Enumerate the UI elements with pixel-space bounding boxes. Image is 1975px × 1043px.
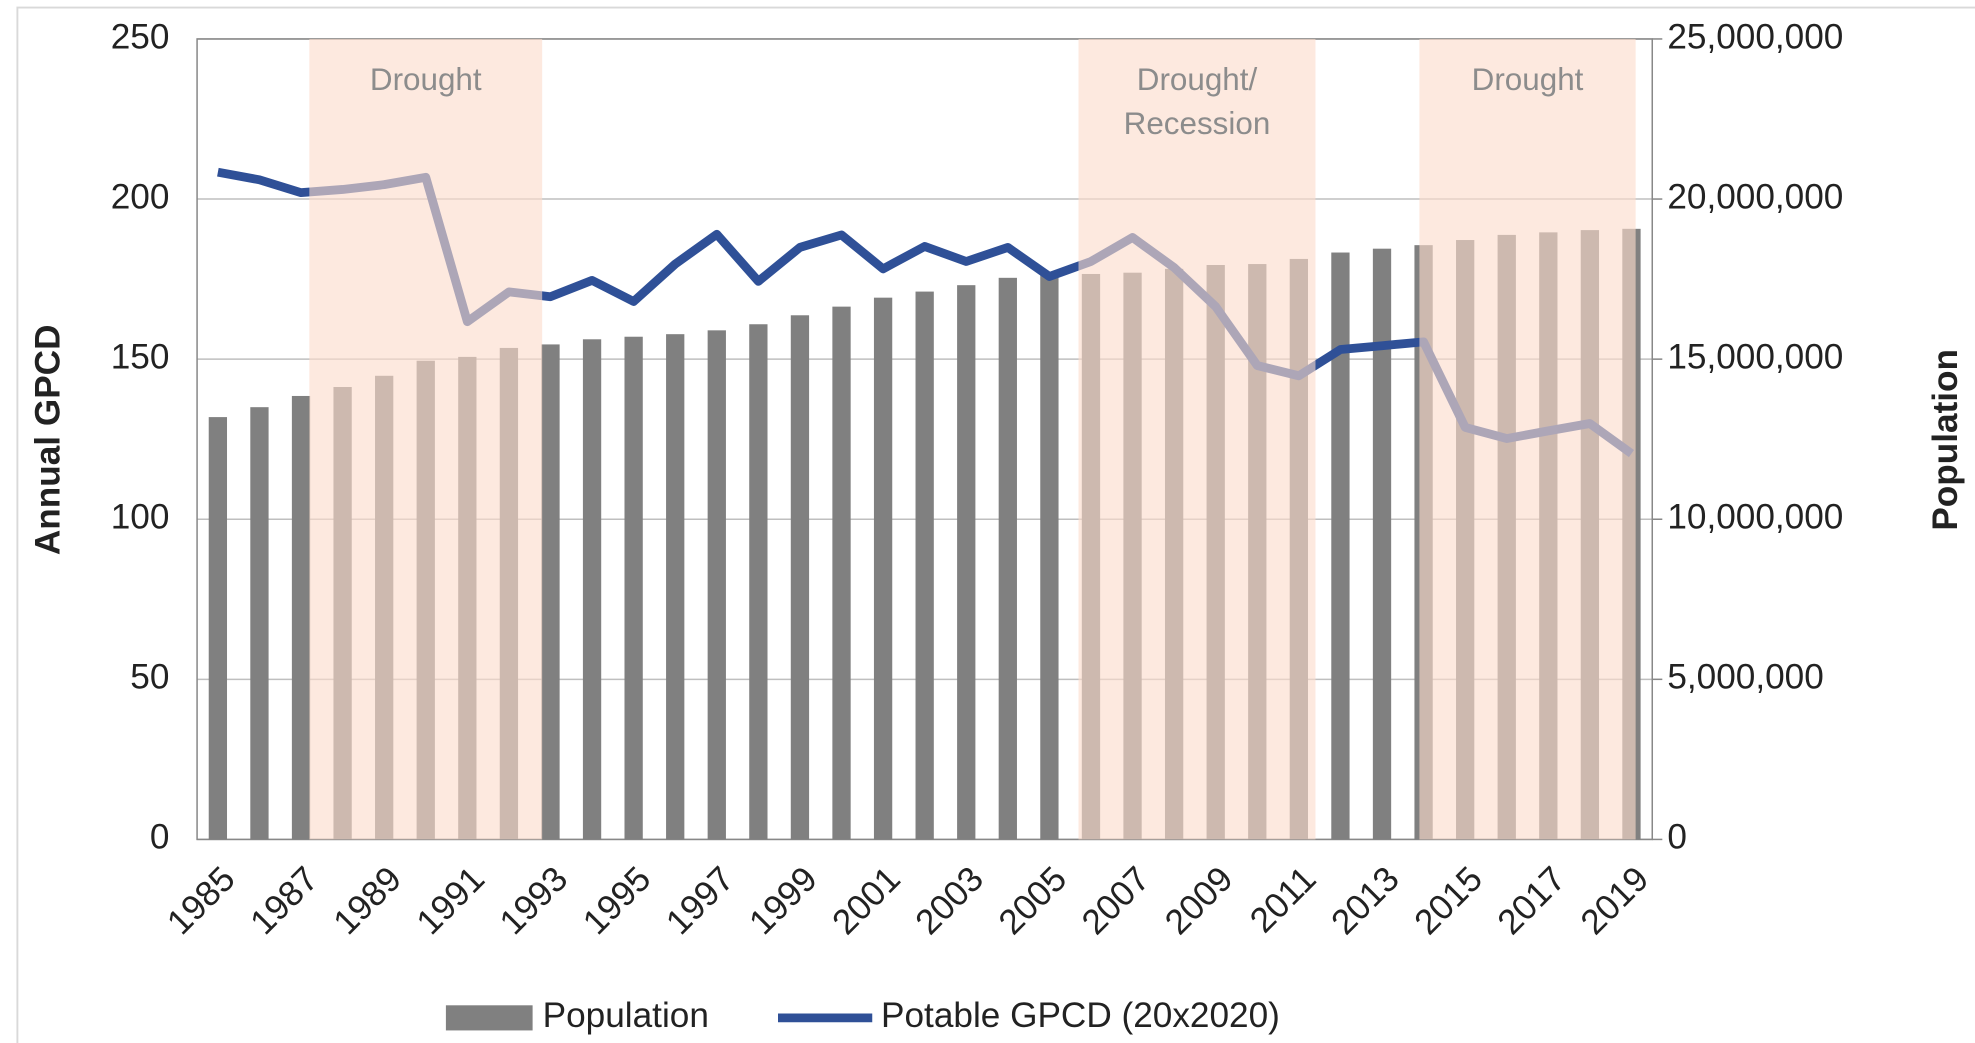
y-tick-label: 50: [130, 658, 169, 697]
shaded-period: [309, 38, 543, 840]
bar: [666, 334, 685, 840]
legend-swatch: [445, 1005, 533, 1031]
bar: [291, 395, 311, 840]
y2-tick-label: 25,000,000: [1667, 17, 1843, 56]
bar: [541, 344, 560, 840]
x-tick-label: 2001: [825, 859, 908, 942]
x-tick-label: 1999: [742, 859, 825, 942]
bar: [208, 417, 228, 840]
y-tick-label: 150: [111, 337, 170, 376]
x-tick-label: 2005: [991, 859, 1074, 942]
bar: [957, 285, 976, 840]
chart-frame: [16, 6, 1975, 1043]
bar: [998, 277, 1017, 840]
x-tick-label: 2003: [908, 859, 991, 942]
shaded-period: [1419, 38, 1636, 840]
y2-tick-label: 10,000,000: [1667, 498, 1843, 537]
bar: [624, 336, 643, 840]
y2-tick-label: 20,000,000: [1667, 177, 1843, 216]
bar: [1372, 248, 1392, 840]
x-tick-label: 2009: [1158, 859, 1241, 942]
shaded-period: [1078, 38, 1316, 840]
period-label: Drought/: [1137, 62, 1258, 97]
y-tick-label: 200: [111, 177, 170, 216]
y2-tick-label: 5,000,000: [1667, 658, 1823, 697]
y-tick-label: 250: [111, 17, 170, 56]
bar: [707, 330, 726, 840]
x-tick-label: 2007: [1074, 859, 1157, 942]
x-tick-label: 2015: [1407, 859, 1490, 942]
x-tick-label: 2013: [1324, 859, 1407, 942]
x-tick-label: 1989: [326, 859, 409, 942]
x-tick-label: 2017: [1490, 859, 1573, 942]
bar: [1331, 252, 1350, 840]
y2-tick-label: 15,000,000: [1667, 337, 1843, 376]
period-label: Recession: [1124, 106, 1271, 141]
y2-tick-label: 0: [1667, 818, 1687, 857]
x-tick-label: 2019: [1573, 859, 1656, 942]
bar: [250, 407, 269, 840]
x-tick-label: 1997: [659, 859, 742, 942]
bar: [749, 324, 768, 840]
bar: [790, 315, 810, 840]
bar: [1040, 273, 1059, 840]
x-tick-label: 1995: [576, 859, 659, 942]
period-label: Drought: [1472, 62, 1584, 97]
y-axis-title: Annual GPCD: [28, 325, 67, 556]
x-tick-label: 1993: [492, 859, 575, 942]
bar: [873, 297, 893, 840]
x-tick-label: 1985: [160, 859, 243, 942]
legend-label: Potable GPCD (20x2020): [881, 996, 1280, 1035]
y-tick-label: 100: [111, 498, 170, 537]
y-tick-label: 0: [150, 818, 170, 857]
x-tick-label: 1987: [243, 859, 326, 942]
x-tick-label: 2011: [1243, 859, 1324, 940]
period-label: Drought: [370, 62, 482, 97]
x-tick-label: 1991: [409, 859, 492, 942]
y2-axis-title: Population: [1926, 349, 1965, 531]
bar: [582, 339, 602, 840]
legend-label: Population: [543, 996, 709, 1035]
bar: [915, 291, 934, 840]
bar: [832, 306, 851, 840]
